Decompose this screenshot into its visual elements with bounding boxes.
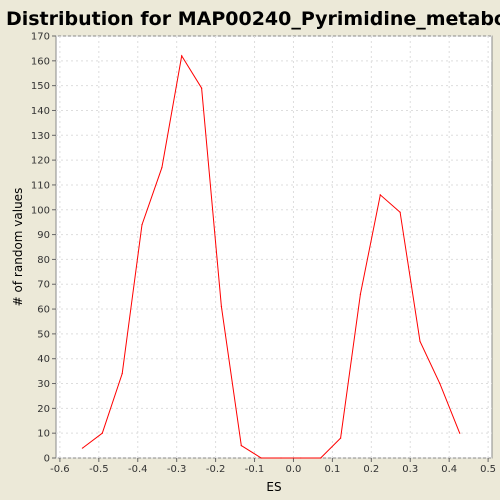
y-tick-label: 20 bbox=[37, 404, 50, 415]
y-tick-label: 50 bbox=[37, 329, 50, 340]
data-point bbox=[399, 211, 401, 213]
x-tick-label: 0.3 bbox=[402, 464, 418, 475]
x-tick-label: 0.4 bbox=[441, 464, 457, 475]
y-tick-label: 0 bbox=[44, 454, 50, 465]
y-tick-label: 140 bbox=[31, 106, 50, 117]
x-tick-label: -0.2 bbox=[206, 464, 226, 475]
x-tick-label: -0.6 bbox=[50, 464, 70, 475]
y-axis-label: # of random values bbox=[11, 188, 25, 307]
data-point bbox=[300, 457, 302, 459]
y-tick-label: 30 bbox=[37, 379, 50, 390]
data-point bbox=[220, 305, 223, 308]
x-tick-label: 0.0 bbox=[286, 464, 302, 475]
y-tick-label: 10 bbox=[37, 429, 50, 440]
data-point bbox=[459, 432, 461, 434]
x-tick-label: -0.3 bbox=[167, 464, 187, 475]
y-tick-label: 150 bbox=[31, 81, 50, 92]
data-point bbox=[240, 444, 242, 447]
plot-area bbox=[55, 35, 493, 459]
x-tick-label: -0.1 bbox=[245, 464, 265, 475]
data-point bbox=[101, 432, 103, 434]
data-point bbox=[359, 293, 362, 295]
data-point bbox=[161, 166, 163, 169]
y-tick-label: 170 bbox=[31, 32, 50, 43]
data-point bbox=[280, 457, 282, 459]
y-tick-label: 120 bbox=[31, 156, 50, 167]
y-tick-label: 80 bbox=[37, 255, 50, 266]
data-point bbox=[320, 457, 322, 459]
x-tick-label: 0.2 bbox=[363, 464, 379, 475]
axes: 0 10 20 30 40 50 60 70 80 90 100 110 120 130 140 150 160… bbox=[31, 32, 496, 476]
chart-title: Null Distribution for MAP00240_Pyrimidin… bbox=[0, 8, 500, 30]
series-line bbox=[82, 54, 461, 459]
y-tick-label: 110 bbox=[31, 180, 50, 191]
y-tick-label: 40 bbox=[37, 354, 50, 365]
y-tick-label: 100 bbox=[31, 205, 50, 216]
y-tick-label: 90 bbox=[37, 230, 50, 241]
data-point bbox=[419, 340, 421, 342]
x-tick-label: -0.5 bbox=[89, 464, 109, 475]
y-tick-label: 130 bbox=[31, 131, 50, 142]
x-tick-label: 0.5 bbox=[480, 464, 496, 475]
data-point bbox=[439, 382, 441, 385]
y-tick-label: 160 bbox=[31, 56, 50, 67]
data-point bbox=[181, 55, 183, 57]
x-tick-label: -0.4 bbox=[128, 464, 148, 475]
y-tick-label: 60 bbox=[37, 305, 50, 316]
y-tick-label: 70 bbox=[37, 280, 50, 291]
data-point bbox=[81, 447, 84, 449]
series-layer bbox=[81, 54, 461, 459]
data-point bbox=[260, 457, 262, 459]
data-point bbox=[339, 437, 342, 439]
data-point bbox=[141, 224, 143, 226]
data-point bbox=[200, 87, 203, 89]
x-tick-label: 0.1 bbox=[324, 464, 340, 475]
data-point bbox=[379, 194, 381, 196]
x-axis-label: ES bbox=[266, 480, 281, 494]
data-point bbox=[121, 373, 123, 375]
